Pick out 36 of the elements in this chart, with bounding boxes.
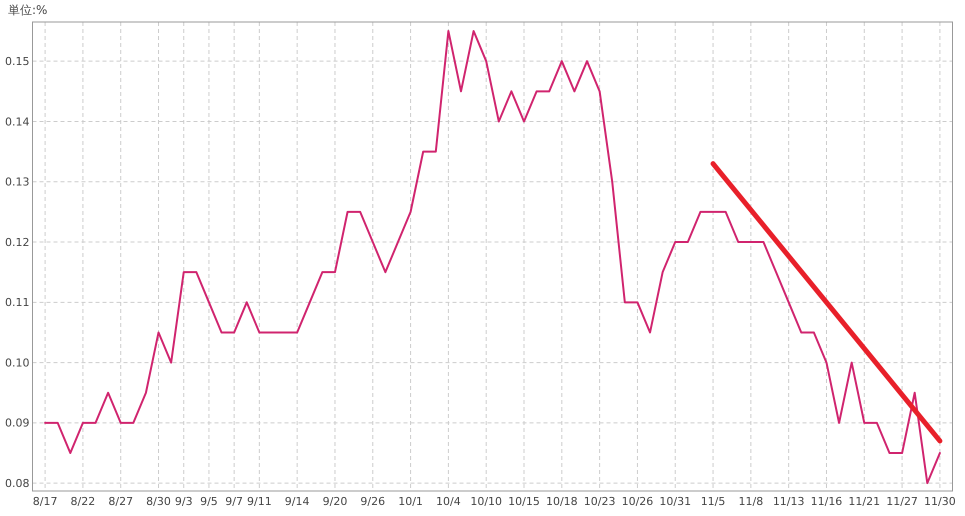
- x-tick-label: 11/5: [700, 495, 726, 508]
- x-tick-label: 10/4: [436, 495, 461, 508]
- x-tick-label: 9/3: [174, 495, 193, 508]
- y-tick-label: 0.12: [5, 236, 30, 249]
- x-tick-label: 11/21: [848, 495, 880, 508]
- x-tick-label: 10/26: [622, 495, 654, 508]
- x-tick-label: 8/27: [108, 495, 134, 508]
- x-tick-label: 11/30: [924, 495, 956, 508]
- y-tick-label: 0.09: [5, 416, 30, 430]
- x-tick-label: 10/1: [398, 495, 423, 508]
- x-tick-label: 9/7: [225, 495, 243, 508]
- x-tick-label: 11/8: [738, 495, 764, 508]
- y-tick-label: 0.15: [5, 55, 30, 68]
- x-tick-label: 8/17: [32, 495, 58, 508]
- y-tick-label: 0.13: [5, 176, 30, 189]
- x-tick-label: 9/26: [360, 495, 386, 508]
- x-tick-label: 11/13: [772, 495, 805, 508]
- y-tick-label: 0.08: [5, 477, 30, 490]
- x-tick-label: 10/31: [659, 495, 692, 508]
- x-tick-label: 9/5: [200, 495, 218, 508]
- x-tick-label: 10/18: [546, 495, 578, 508]
- x-tick-label: 9/20: [322, 495, 348, 508]
- line-series: [44, 30, 941, 484]
- x-tick-label: 11/27: [886, 495, 918, 508]
- y-axis-title: 単位:%: [8, 3, 48, 17]
- x-tick-label: 8/22: [70, 495, 96, 508]
- x-tick-label: 8/30: [146, 495, 171, 508]
- x-tick-label: 9/11: [247, 495, 272, 508]
- y-tick-label: 0.11: [5, 296, 30, 310]
- x-tick-label: 10/23: [584, 495, 616, 508]
- x-tick-label: 10/10: [470, 495, 502, 508]
- x-tick-label: 9/14: [284, 495, 310, 508]
- y-tick-label: 0.10: [5, 356, 30, 370]
- y-tick-label: 0.14: [5, 115, 30, 128]
- x-tick-label: 10/15: [508, 495, 540, 508]
- x-tick-label: 11/16: [810, 495, 842, 508]
